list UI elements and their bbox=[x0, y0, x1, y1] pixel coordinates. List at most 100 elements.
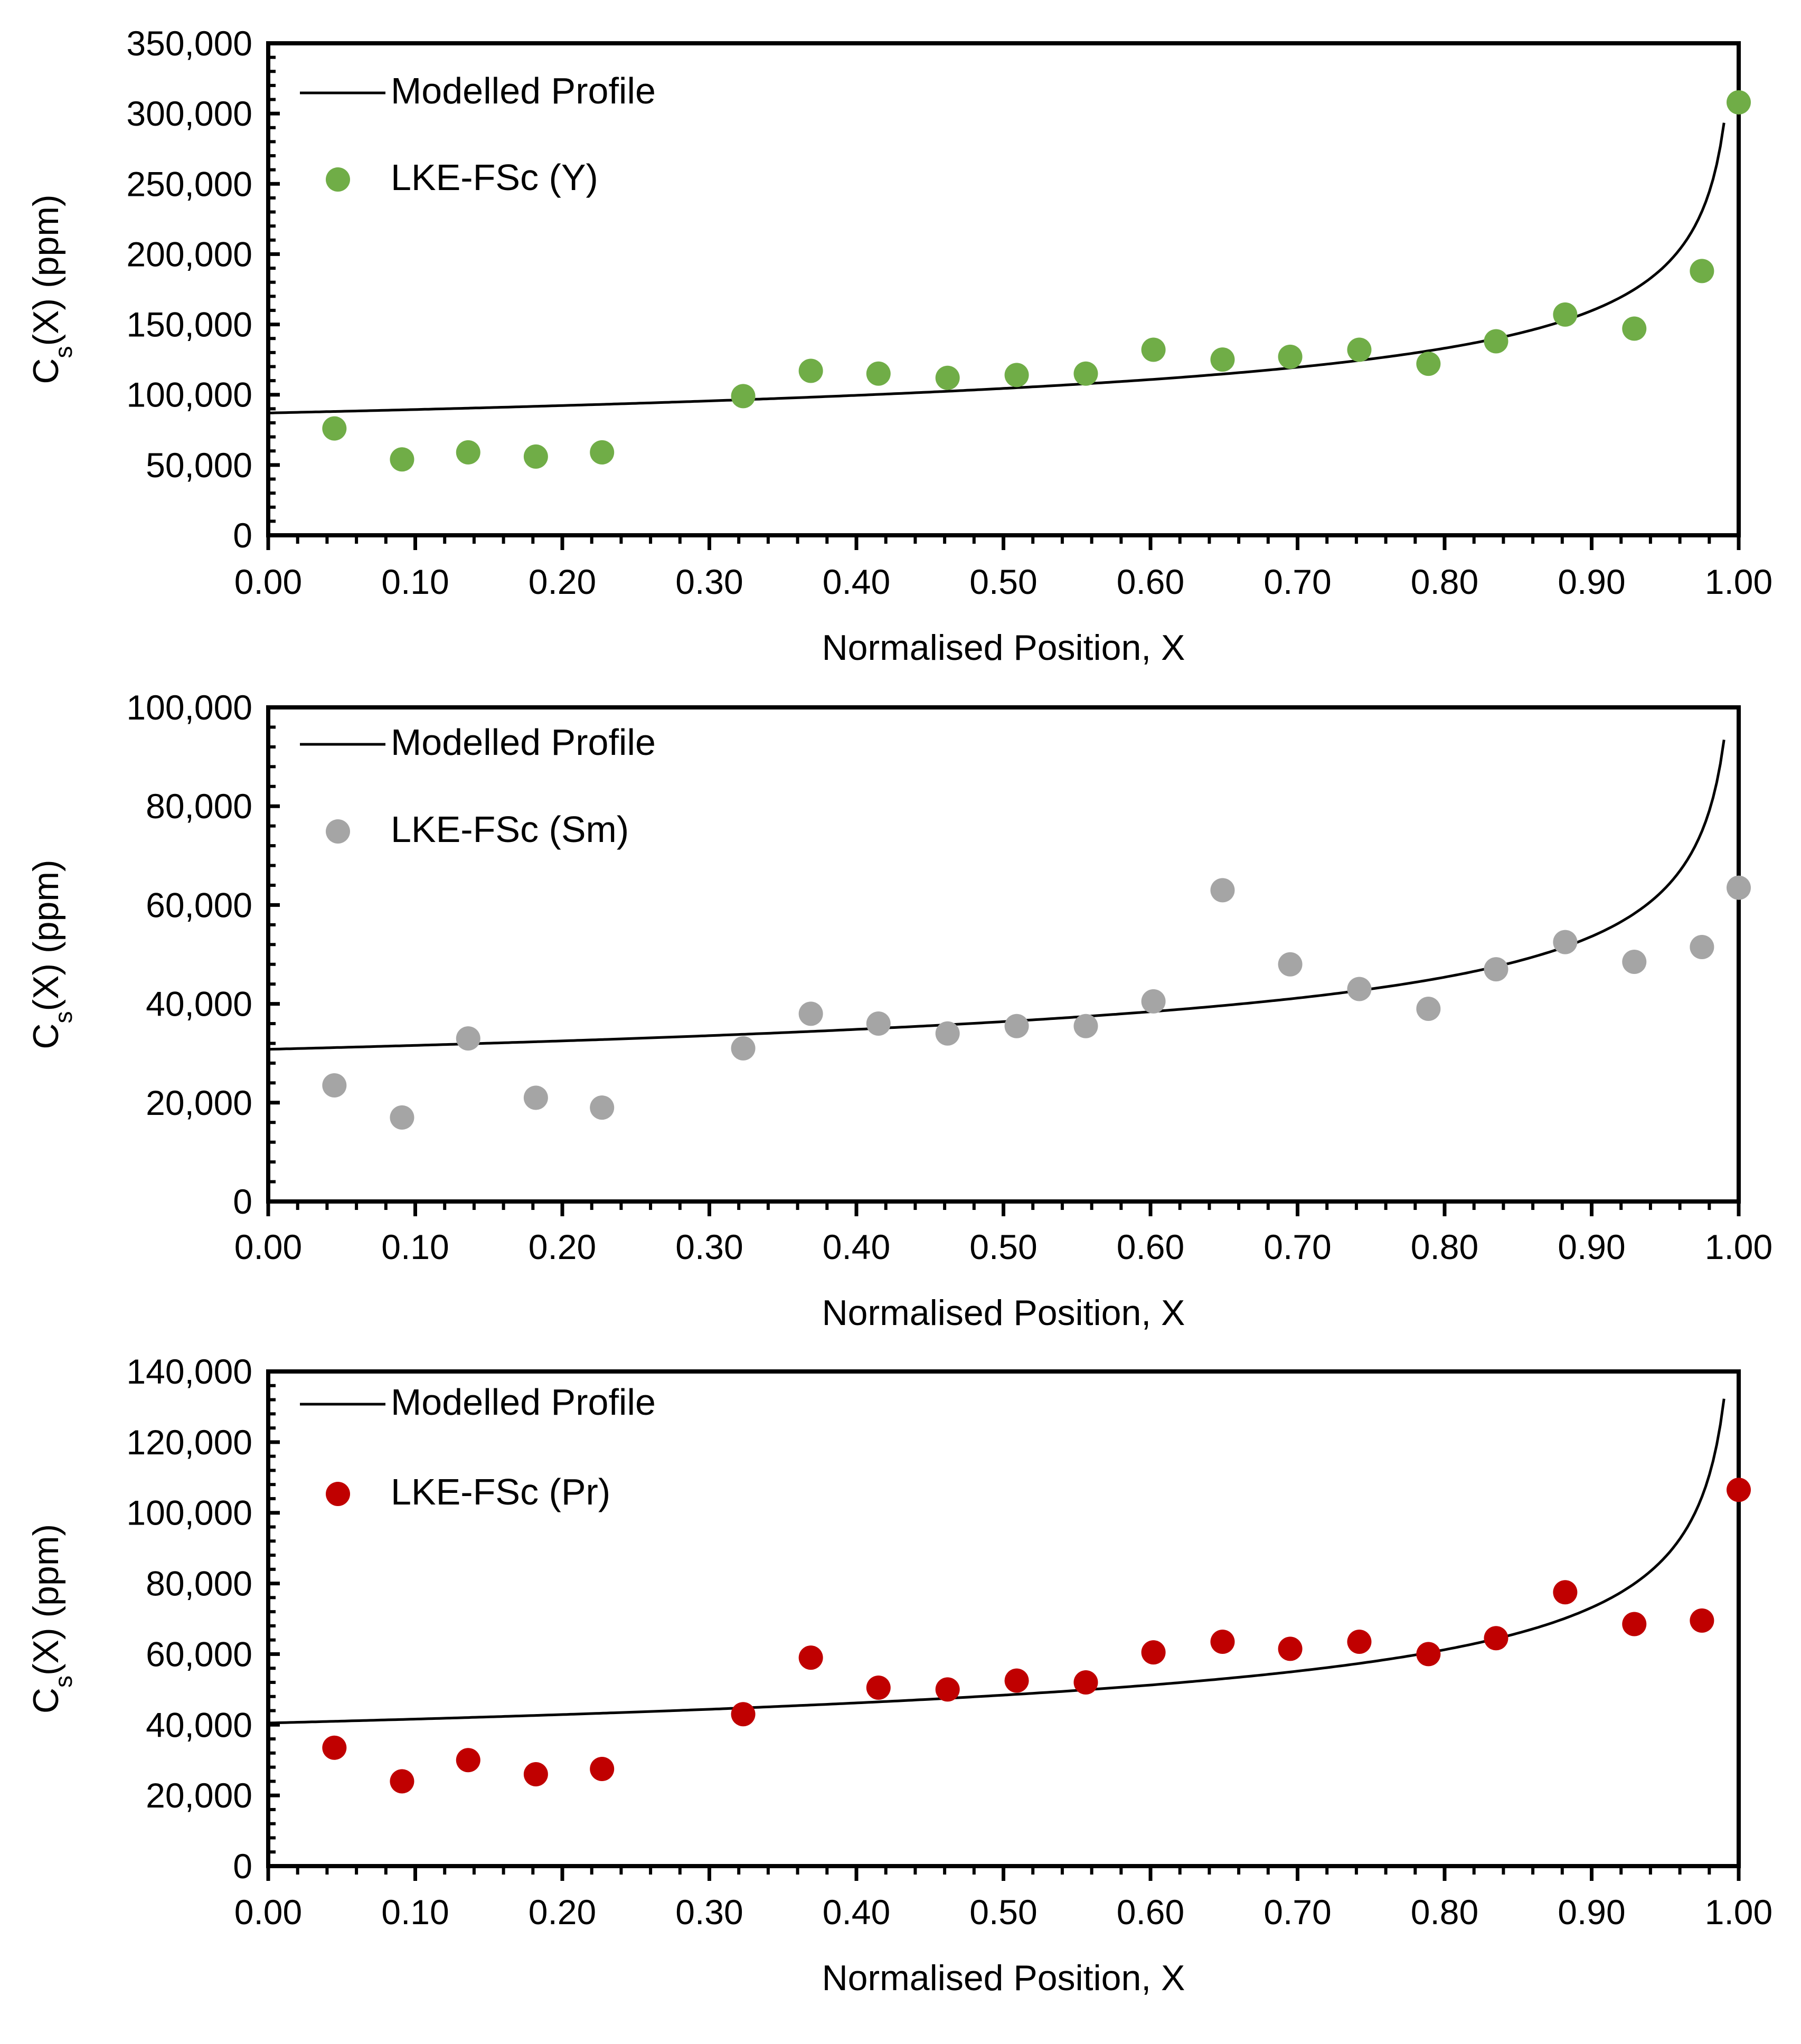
data-point bbox=[456, 1748, 480, 1773]
x-tick-label: 0.60 bbox=[1117, 1892, 1184, 1932]
y-tick-label: 60,000 bbox=[146, 885, 252, 924]
data-point bbox=[798, 1645, 823, 1670]
data-point bbox=[1416, 1642, 1441, 1667]
data-point bbox=[1622, 316, 1647, 341]
x-tick-label: 0.50 bbox=[969, 1892, 1037, 1932]
legend-marker-swatch bbox=[326, 819, 350, 844]
y-tick-label: 20,000 bbox=[146, 1083, 252, 1122]
data-point bbox=[1347, 337, 1372, 362]
data-point bbox=[866, 1011, 891, 1036]
x-tick-label: 0.50 bbox=[969, 562, 1037, 601]
legend-marker-label: LKE-FSc (Sm) bbox=[391, 809, 629, 850]
data-point bbox=[1210, 878, 1235, 903]
data-point bbox=[1484, 1626, 1508, 1651]
y-tick-label: 0 bbox=[233, 516, 252, 555]
x-tick-label: 0.30 bbox=[675, 562, 743, 601]
x-axis-title: Normalised Position, X bbox=[822, 1293, 1185, 1333]
legend-marker-label: LKE-FSc (Y) bbox=[391, 157, 598, 198]
x-tick-label: 0.40 bbox=[823, 562, 890, 601]
data-point bbox=[523, 444, 548, 469]
data-point bbox=[523, 1085, 548, 1110]
y-tick-label: 40,000 bbox=[146, 985, 252, 1024]
x-tick-label: 0.70 bbox=[1263, 562, 1331, 601]
data-point bbox=[1484, 957, 1508, 982]
data-point bbox=[1210, 347, 1235, 372]
x-tick-label: 0.80 bbox=[1411, 562, 1478, 601]
y-tick-label: 350,000 bbox=[126, 24, 252, 63]
data-point bbox=[390, 447, 414, 472]
y-tick-label: 200,000 bbox=[126, 234, 252, 273]
data-point bbox=[1073, 1670, 1098, 1695]
data-point bbox=[1690, 1608, 1714, 1633]
data-point bbox=[1416, 996, 1441, 1021]
data-point bbox=[1553, 302, 1578, 327]
chart-panel-1: 0 50,000 100,000 150,000 200,000 250,000 300,0… bbox=[26, 24, 1772, 668]
y-axis-title: Cs(X) (ppm) bbox=[26, 1524, 77, 1714]
x-tick-label: 0.90 bbox=[1558, 1892, 1625, 1932]
data-point bbox=[1622, 950, 1647, 974]
legend: Modelled Profile LKE-FSc (Pr) bbox=[300, 1381, 656, 1512]
legend-line-label: Modelled Profile bbox=[391, 722, 656, 763]
x-tick-label: 0.60 bbox=[1117, 562, 1184, 601]
chart-panel-2: 0 20,000 40,000 60,000 80,000 100,000 0.00 0.10… bbox=[26, 688, 1772, 1333]
y-tick-label: 150,000 bbox=[126, 305, 252, 344]
data-point bbox=[456, 1026, 480, 1051]
x-tick-label: 0.60 bbox=[1117, 1227, 1184, 1266]
x-tick-label: 0.40 bbox=[823, 1227, 890, 1266]
data-point bbox=[1278, 952, 1303, 977]
data-point bbox=[1004, 1014, 1029, 1038]
legend-marker-swatch bbox=[326, 167, 350, 192]
x-axis-title: Normalised Position, X bbox=[822, 628, 1185, 668]
data-point bbox=[731, 384, 756, 409]
data-point bbox=[1553, 1580, 1578, 1605]
data-point bbox=[322, 1735, 347, 1760]
data-point bbox=[1347, 1630, 1372, 1654]
modelled-profile-line bbox=[268, 122, 1725, 414]
y-tick-label: 20,000 bbox=[146, 1776, 252, 1815]
data-point bbox=[1004, 363, 1029, 387]
data-point bbox=[731, 1702, 756, 1727]
x-tick-label: 0.00 bbox=[234, 1227, 302, 1266]
data-point bbox=[731, 1036, 756, 1061]
data-point bbox=[322, 416, 347, 441]
data-point bbox=[1278, 344, 1303, 369]
x-tick-label: 0.80 bbox=[1411, 1892, 1478, 1932]
data-point bbox=[935, 365, 960, 390]
x-tick-label: 1.00 bbox=[1705, 562, 1772, 601]
x-tick-label: 0.10 bbox=[381, 562, 449, 601]
data-point bbox=[935, 1021, 960, 1046]
data-point bbox=[1004, 1668, 1029, 1693]
legend-marker-label: LKE-FSc (Pr) bbox=[391, 1471, 610, 1512]
x-tick-label: 0.20 bbox=[529, 1227, 596, 1266]
x-tick-label: 0.30 bbox=[675, 1227, 743, 1266]
x-tick-label: 0.10 bbox=[381, 1892, 449, 1932]
y-tick-label: 250,000 bbox=[126, 164, 252, 203]
x-tick-label: 0.70 bbox=[1263, 1227, 1331, 1266]
y-tick-label: 0 bbox=[233, 1182, 252, 1221]
legend: Modelled Profile LKE-FSc (Y) bbox=[300, 70, 656, 198]
modelled-profile-line bbox=[268, 1398, 1725, 1725]
data-point bbox=[322, 1073, 347, 1098]
y-tick-label: 60,000 bbox=[146, 1634, 252, 1673]
data-point bbox=[1347, 977, 1372, 1001]
data-point bbox=[1484, 329, 1508, 354]
x-tick-label: 0.20 bbox=[529, 1892, 596, 1932]
x-tick-label: 1.00 bbox=[1705, 1892, 1772, 1932]
x-tick-label: 0.70 bbox=[1263, 1892, 1331, 1932]
legend: Modelled Profile LKE-FSc (Sm) bbox=[300, 722, 656, 850]
data-point bbox=[1622, 1612, 1647, 1636]
x-tick-label: 0.90 bbox=[1558, 562, 1625, 601]
data-point bbox=[1690, 934, 1714, 959]
data-point bbox=[935, 1677, 960, 1702]
data-point bbox=[590, 1756, 615, 1781]
data-point bbox=[1278, 1636, 1303, 1661]
x-tick-label: 0.90 bbox=[1558, 1227, 1625, 1266]
y-tick-label: 100,000 bbox=[126, 375, 252, 414]
y-tick-label: 80,000 bbox=[146, 1564, 252, 1603]
x-axis-title: Normalised Position, X bbox=[822, 1958, 1185, 1998]
x-tick-label: 0.80 bbox=[1411, 1227, 1478, 1266]
plot-frame bbox=[266, 1369, 1741, 1868]
data-point bbox=[1727, 875, 1751, 900]
data-point bbox=[1553, 930, 1578, 954]
y-tick-label: 0 bbox=[233, 1847, 252, 1886]
